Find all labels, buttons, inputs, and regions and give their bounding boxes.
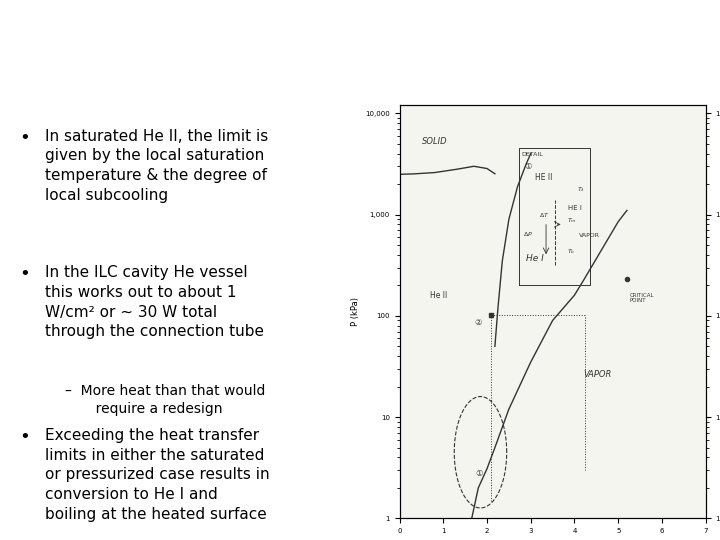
Text: VAPOR: VAPOR (583, 370, 611, 379)
Text: SOLID: SOLID (421, 137, 447, 146)
Text: $T_m$: $T_m$ (567, 216, 577, 225)
Text: HE I: HE I (568, 205, 582, 211)
Text: ess: ess (611, 39, 643, 57)
Text: VAPOR: VAPOR (579, 233, 600, 238)
Text: Exceeding the heat transfer
limits in either the saturated
or pressurized case r: Exceeding the heat transfer limits in ei… (45, 428, 270, 522)
Text: $T_b$: $T_b$ (567, 247, 575, 255)
Text: In saturated He II, the limit is
given by the local saturation
temperature & the: In saturated He II, the limit is given b… (45, 129, 269, 203)
Text: EUROPEAN: EUROPEAN (674, 24, 703, 29)
Text: He II: He II (431, 291, 447, 300)
Text: $T_\lambda$: $T_\lambda$ (577, 185, 585, 194)
Text: CRITICAL
POINT: CRITICAL POINT (630, 293, 654, 303)
Text: •: • (19, 129, 30, 146)
Text: $\Delta P$: $\Delta P$ (523, 230, 533, 238)
Text: Heat Transfer: Heat Transfer (22, 48, 214, 72)
Text: Limits on He II: Limits on He II (22, 28, 225, 52)
Text: –  More heat than that would
       require a redesign: – More heat than that would require a re… (65, 384, 265, 416)
Text: SOURCE: SOURCE (674, 68, 696, 72)
Text: $\Delta T$: $\Delta T$ (539, 211, 550, 219)
Text: HE II: HE II (535, 173, 552, 182)
Text: In the ILC cavity He vessel
this works out to about 1
W/cm² or ~ 30 W total
thro: In the ILC cavity He vessel this works o… (45, 265, 264, 339)
Y-axis label: P (kPa): P (kPa) (351, 298, 359, 326)
Text: ②: ② (474, 318, 482, 327)
Text: ①: ① (475, 469, 483, 477)
Text: ①: ① (524, 163, 531, 171)
Text: SPALLATION: SPALLATION (674, 45, 706, 51)
Text: •: • (19, 265, 30, 283)
Text: He I: He I (526, 254, 544, 263)
Text: DETAIL: DETAIL (521, 152, 543, 157)
Text: •: • (19, 428, 30, 446)
